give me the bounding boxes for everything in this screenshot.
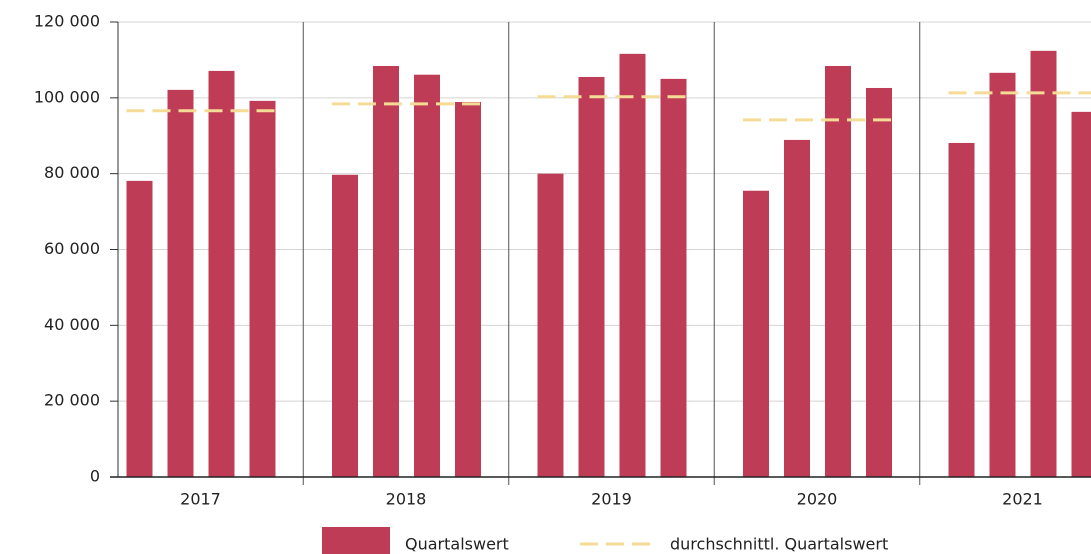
x-tick-label: 2017 — [180, 490, 221, 509]
bar — [825, 65, 851, 477]
bar — [660, 78, 687, 477]
bar — [167, 89, 194, 477]
legend-label: durchschnittl. Quartalswert — [670, 535, 888, 554]
bar — [948, 142, 975, 477]
y-tick-label: 40 000 — [44, 315, 100, 334]
bar — [414, 74, 440, 478]
y-tick-label: 0 — [90, 467, 100, 486]
bar — [989, 72, 1016, 477]
bar — [784, 139, 810, 477]
bar — [332, 174, 358, 477]
legend-label: Quartalswert — [405, 535, 509, 554]
bar — [455, 102, 481, 478]
y-tick-label: 20 000 — [44, 391, 100, 410]
y-tick-label: 100 000 — [34, 87, 100, 106]
y-tick-label: 120 000 — [34, 12, 100, 31]
x-tick-label: 2020 — [797, 490, 838, 509]
bar — [1071, 111, 1091, 478]
bar — [126, 180, 153, 477]
bar — [866, 87, 892, 477]
y-tick-label: 80 000 — [44, 163, 100, 182]
x-tick-label: 2018 — [386, 490, 427, 509]
bar — [619, 53, 646, 477]
bar — [743, 190, 769, 477]
x-tick-label: 2021 — [1002, 490, 1043, 509]
bar — [208, 70, 235, 477]
x-tick-label: 2019 — [591, 490, 632, 509]
bar — [1030, 50, 1057, 478]
bar — [578, 76, 605, 478]
legend-swatch — [322, 527, 390, 554]
y-tick-label: 60 000 — [44, 239, 100, 258]
bar — [373, 65, 399, 477]
bar — [537, 173, 564, 477]
bar — [249, 100, 276, 477]
